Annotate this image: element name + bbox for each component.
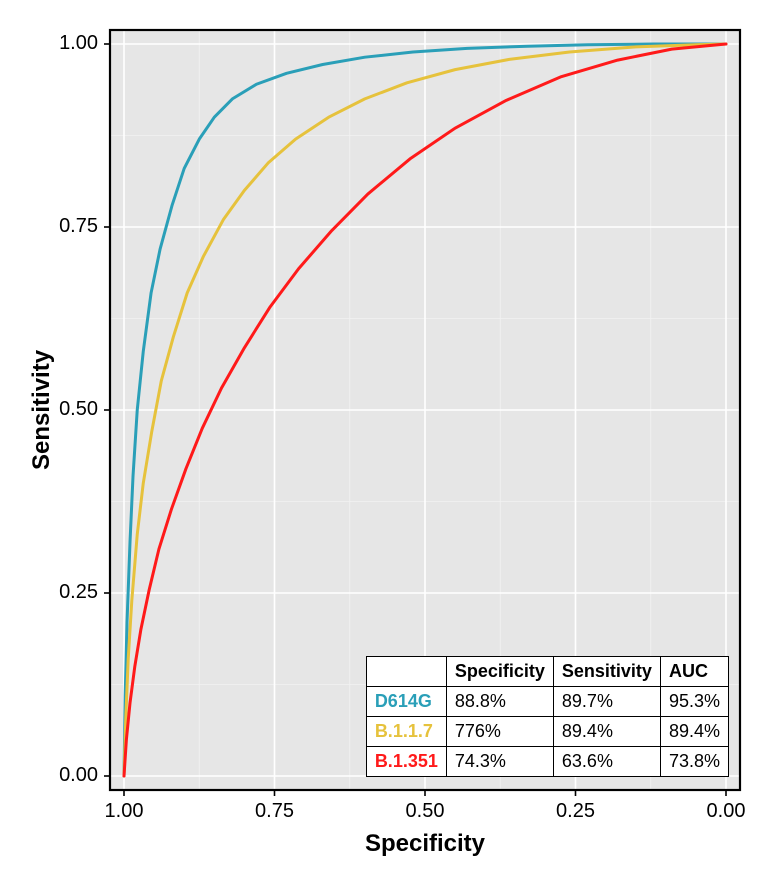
- x-tick-label: 1.00: [99, 800, 149, 823]
- roc-chart-figure: Sensitivity Specificity Specificity Sens…: [0, 0, 769, 872]
- legend-series-name: D614G: [366, 687, 446, 717]
- legend-cell: 776%: [446, 717, 553, 747]
- legend-table: Specificity Sensitivity AUC D614G 88.8% …: [366, 656, 729, 777]
- y-tick-label: 0.00: [59, 764, 98, 787]
- legend-cell: 74.3%: [446, 747, 553, 777]
- legend-series-name: B.1.1.7: [366, 717, 446, 747]
- legend-row: B.1.351 74.3% 63.6% 73.8%: [366, 747, 728, 777]
- legend-col-sensitivity: Sensitivity: [553, 657, 660, 687]
- x-tick-label: 0.75: [250, 800, 300, 823]
- y-tick-label: 1.00: [59, 32, 98, 55]
- legend-cell: 88.8%: [446, 687, 553, 717]
- legend-cell: 89.4%: [553, 717, 660, 747]
- legend-cell: 89.7%: [553, 687, 660, 717]
- y-tick-label: 0.25: [59, 581, 98, 604]
- x-tick-label: 0.25: [551, 800, 601, 823]
- legend-series-name: B.1.351: [366, 747, 446, 777]
- legend-table-body: D614G 88.8% 89.7% 95.3% B.1.1.7 776% 89.…: [366, 687, 728, 777]
- legend-cell: 95.3%: [660, 687, 728, 717]
- legend-table-head: Specificity Sensitivity AUC: [366, 657, 728, 687]
- legend-cell: 63.6%: [553, 747, 660, 777]
- y-axis-title: Sensitivity: [28, 350, 56, 470]
- y-tick-label: 0.50: [59, 398, 98, 421]
- x-tick-label: 0.00: [701, 800, 751, 823]
- legend-cell: 89.4%: [660, 717, 728, 747]
- legend-col-series: [366, 657, 446, 687]
- y-tick-label: 0.75: [59, 215, 98, 238]
- legend-row: D614G 88.8% 89.7% 95.3%: [366, 687, 728, 717]
- x-axis-title: Specificity: [110, 830, 740, 858]
- x-tick-label: 0.50: [400, 800, 450, 823]
- legend-cell: 73.8%: [660, 747, 728, 777]
- legend-row: B.1.1.7 776% 89.4% 89.4%: [366, 717, 728, 747]
- legend-col-auc: AUC: [660, 657, 728, 687]
- legend-col-specificity: Specificity: [446, 657, 553, 687]
